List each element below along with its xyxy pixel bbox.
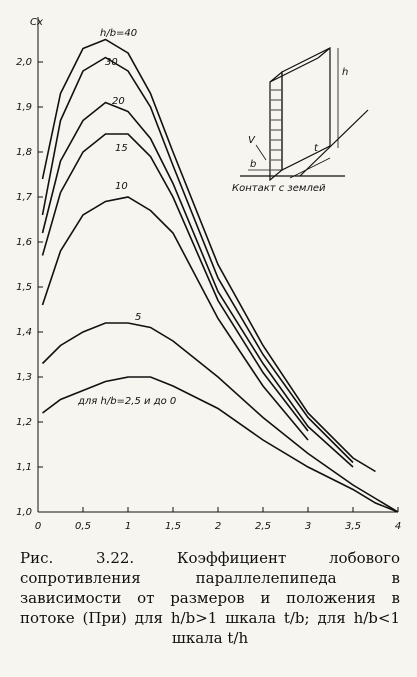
y-tick-label: 1,6 (16, 237, 32, 248)
y-tick-label: 1,8 (16, 147, 32, 158)
y-tick-label: 1,2 (16, 417, 32, 428)
x-tick-label: 3,5 (345, 521, 361, 532)
curve (42, 376, 399, 513)
curve-label: 30 (105, 57, 118, 68)
curve-label: для h/b=2,5 и до 0 (77, 396, 176, 407)
x-tick-label: 1 (125, 521, 131, 532)
x-tick-label: 2 (215, 521, 221, 532)
chart: Cx h t V b Контакт с землей 1,0 1,1 1,2 1,3… (16, 17, 401, 532)
curve (41, 101, 354, 468)
curve (41, 38, 376, 473)
x-tick-label: 0 (35, 521, 41, 532)
y-tick-label: 1,1 (16, 462, 32, 473)
curve-label: 10 (115, 181, 128, 192)
curve-label: 20 (112, 96, 125, 107)
y-tick-label: 1,4 (16, 327, 32, 338)
y-tick-label: 1,9 (16, 102, 32, 113)
inset-diagram (240, 47, 369, 182)
curve-label: h/b=40 (100, 28, 137, 39)
y-axis-label: Cx (30, 17, 43, 28)
curve (41, 196, 309, 441)
y-tick-label: 1,5 (16, 282, 32, 293)
curve-label: 5 (135, 312, 141, 323)
caption: Рис. 3.22. Коэффициент лобового сопротив… (20, 549, 400, 647)
x-tick-label: 3 (305, 521, 311, 532)
curve (41, 133, 309, 432)
y-tick-label: 1,0 (16, 507, 32, 518)
x-tick-label: 1,5 (165, 521, 181, 532)
y-tick-label: 1,3 (16, 372, 32, 383)
inset-label: h (342, 67, 348, 78)
inset-label: b (250, 159, 256, 170)
curve-label: 15 (115, 143, 128, 154)
curve (41, 56, 354, 464)
y-tick-label: 1,7 (16, 192, 33, 203)
curve (41, 322, 399, 513)
x-tick-label: 4 (395, 521, 401, 532)
x-tick-label: 2,5 (255, 521, 271, 532)
inset-label: t (314, 143, 319, 154)
inset-label: Контакт с землей (232, 183, 326, 194)
inset-label: V (248, 135, 256, 146)
x-tick-label: 0,5 (75, 521, 91, 532)
y-tick-label: 2,0 (16, 57, 32, 68)
